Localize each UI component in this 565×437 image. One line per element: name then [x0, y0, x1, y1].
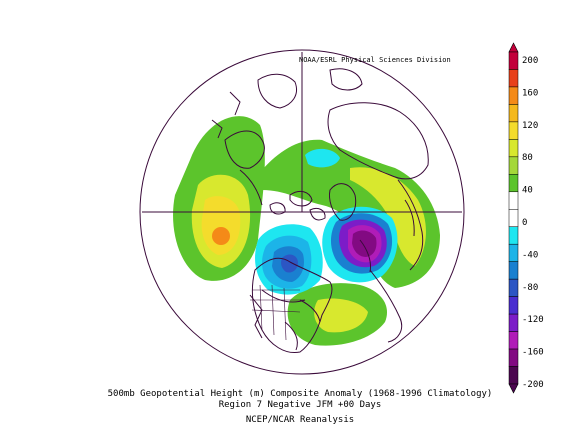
colorbar-tick-label: -120	[522, 315, 544, 325]
colorbar-tick-label: 0	[522, 218, 527, 228]
colorbar-swatch	[508, 69, 519, 88]
colorbar-swatch	[508, 191, 519, 210]
colorbar-top-arrow	[508, 42, 519, 53]
colorbar-swatch	[508, 121, 519, 140]
credit-text: NOAA/ESRL Physical Sciences Division	[299, 56, 451, 64]
colorbar-tick-label: -40	[522, 250, 538, 260]
colorbar-swatch	[508, 278, 519, 297]
caption-line2: Region 7 Negative JFM +00 Days	[219, 400, 382, 410]
colorbar-swatch	[508, 174, 519, 193]
colorbar: 200 160 120 80 40 0 -40 -80 -120 -160 -200	[508, 42, 544, 394]
colorbar-tick-label: 160	[522, 88, 538, 98]
colorbar-tick-label: 80	[522, 153, 533, 163]
colorbar-swatch	[508, 331, 519, 350]
colorbar-tick-label: -200	[522, 380, 544, 390]
colorbar-swatch	[508, 226, 519, 245]
colorbar-swatch	[508, 366, 519, 385]
colorbar-swatch	[508, 139, 519, 158]
caption-line3: NCEP/NCAR Reanalysis	[246, 415, 354, 425]
colorbar-swatch	[508, 243, 519, 262]
colorbar-swatch	[508, 296, 519, 315]
colorbar-swatch	[508, 104, 519, 123]
colorbar-swatch	[508, 86, 519, 105]
us-state-lines	[250, 284, 305, 341]
colorbar-swatch	[508, 348, 519, 367]
caption-line1: 500mb Geopotential Height (m) Composite …	[108, 389, 493, 399]
colorbar-tick-label: -160	[522, 348, 544, 358]
colorbar-tick-label: 200	[522, 56, 538, 66]
colorbar-bottom-arrow	[508, 383, 519, 394]
colorbar-swatch	[508, 313, 519, 332]
colorbar-swatch	[508, 51, 519, 70]
colorbar-swatch	[508, 156, 519, 175]
colorbar-tick-label: -80	[522, 283, 538, 293]
colorbar-tick-label: 120	[522, 121, 538, 131]
colorbar-swatch	[508, 209, 519, 227]
colorbar-tick-label: 40	[522, 186, 533, 196]
coastlines	[211, 68, 429, 354]
colorbar-swatch	[508, 261, 519, 280]
globe-border	[139, 49, 465, 375]
